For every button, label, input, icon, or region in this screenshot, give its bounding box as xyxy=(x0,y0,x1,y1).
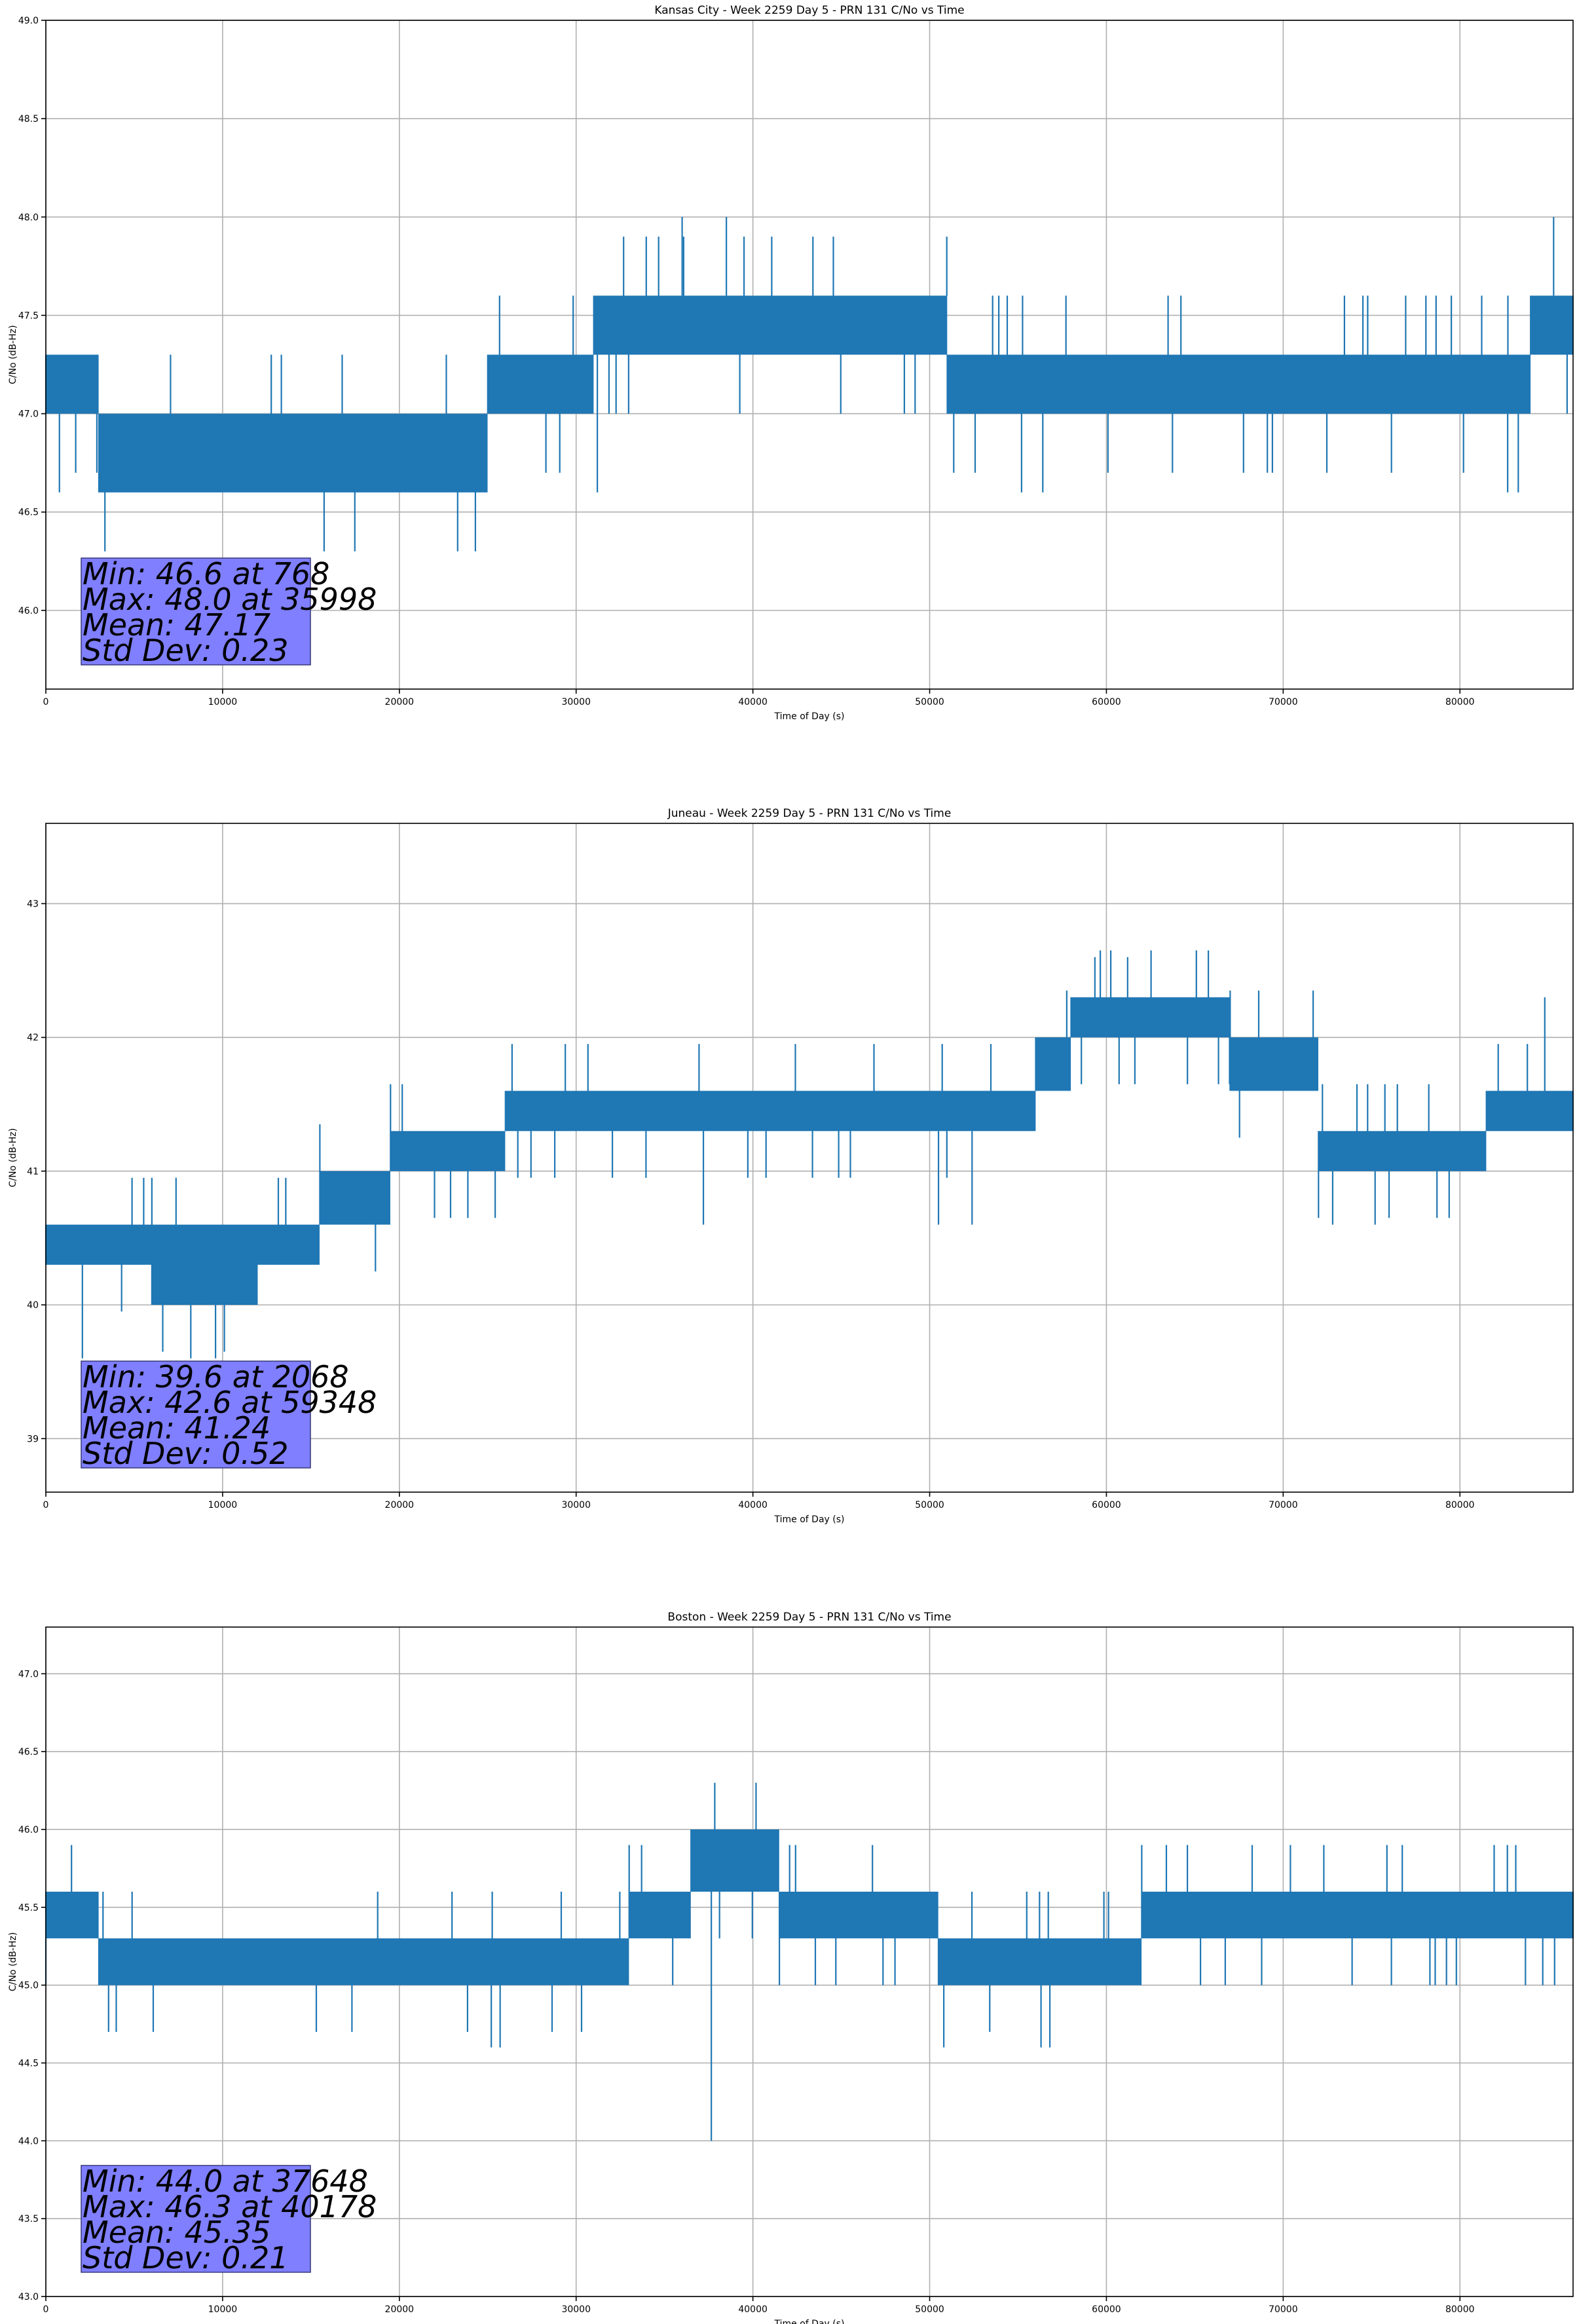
chart-panel-2: 0 10000 20000 30000 40000 50000 60000 70000 8000… xyxy=(8,807,1574,1525)
x-tick-label: 30000 xyxy=(561,2304,591,2315)
x-tick-label: 70000 xyxy=(1269,1500,1298,1510)
x-axis-label: Time of Day (s) xyxy=(774,2319,845,2324)
y-tick-label: 43.0 xyxy=(18,2292,39,2302)
chart-title: Kansas City - Week 2259 Day 5 - PRN 131 … xyxy=(654,4,964,17)
stats-line: Min: 46.6 at 768 xyxy=(83,556,329,591)
series-spikes xyxy=(491,1782,1051,2141)
y-axis: 46.0 46.5 47.0 47.5 48.0 48.5 49.0 xyxy=(18,16,46,616)
x-tick-label: 60000 xyxy=(1092,2304,1121,2315)
y-tick-label: 46.5 xyxy=(18,508,39,518)
x-tick-label: 30000 xyxy=(561,1500,591,1510)
y-tick-label: 49.0 xyxy=(18,16,39,26)
x-tick-label: 20000 xyxy=(385,2304,415,2315)
y-axis: 43.0 43.5 44.0 44.5 45.0 45.5 46.0 46.5 47.0 xyxy=(18,1669,46,2302)
y-tick-label: 46.0 xyxy=(18,606,39,616)
stats-line: Min: 39.6 at 2068 xyxy=(83,1359,349,1395)
x-tick-label: 50000 xyxy=(915,697,944,707)
stats-line: Std Dev: 0.52 xyxy=(83,1436,289,1471)
x-axis: 0 10000 20000 30000 40000 50000 60000 70000 8000… xyxy=(43,1492,1475,1510)
x-tick-label: 40000 xyxy=(738,1500,768,1510)
x-tick-label: 60000 xyxy=(1092,697,1121,707)
y-axis: 39 40 41 42 43 xyxy=(27,899,46,1444)
x-tick-label: 70000 xyxy=(1269,697,1298,707)
y-tick-label: 44.5 xyxy=(18,2058,39,2069)
x-tick-label: 50000 xyxy=(915,1500,944,1510)
plot-frame xyxy=(45,823,1574,1493)
chart-panel-3: 0 10000 20000 30000 40000 50000 60000 70000 8000… xyxy=(8,1611,1574,2324)
plot-frame xyxy=(45,20,1574,690)
x-tick-label: 10000 xyxy=(208,1500,238,1510)
y-tick-label: 39 xyxy=(27,1434,39,1444)
stats-line: Mean: 47.17 xyxy=(83,607,270,643)
y-tick-label: 46.5 xyxy=(18,1747,39,1757)
stats-line: Max: 46.3 at 40178 xyxy=(83,2189,377,2224)
y-tick-label: 47.0 xyxy=(18,409,39,420)
x-tick-label: 40000 xyxy=(738,2304,768,2315)
x-tick-label: 80000 xyxy=(1445,697,1475,707)
y-tick-label: 41 xyxy=(27,1167,39,1177)
y-tick-label: 44.0 xyxy=(18,2136,39,2146)
y-axis-label: C/No (dB-Hz) xyxy=(8,1128,18,1187)
x-tick-label: 0 xyxy=(43,1500,49,1510)
x-tick-label: 50000 xyxy=(915,2304,944,2315)
x-axis: 0 10000 20000 30000 40000 50000 60000 70000 8000… xyxy=(43,689,1475,707)
y-axis-label: C/No (dB-Hz) xyxy=(8,325,18,384)
y-tick-label: 47.0 xyxy=(18,1669,39,1679)
x-axis-label: Time of Day (s) xyxy=(774,1514,845,1525)
y-tick-label: 48.5 xyxy=(18,114,39,124)
y-tick-label: 47.5 xyxy=(18,310,39,321)
x-tick-label: 0 xyxy=(43,2304,49,2315)
chart-title: Boston - Week 2259 Day 5 - PRN 131 C/No … xyxy=(667,1611,951,1624)
x-axis: 0 10000 20000 30000 40000 50000 60000 70000 8000… xyxy=(43,2296,1475,2315)
stats-line: Mean: 41.24 xyxy=(83,1410,270,1446)
y-tick-label: 48.0 xyxy=(18,212,39,223)
x-tick-label: 10000 xyxy=(208,2304,238,2315)
y-tick-label: 43 xyxy=(27,899,39,910)
stats-line: Min: 44.0 at 37648 xyxy=(83,2164,368,2199)
x-tick-label: 20000 xyxy=(385,1500,415,1510)
y-axis-label: C/No (dB-Hz) xyxy=(8,1932,18,1991)
x-tick-label: 80000 xyxy=(1445,2304,1475,2315)
series-spikes xyxy=(58,217,1555,493)
x-tick-label: 80000 xyxy=(1445,1500,1475,1510)
stats-box xyxy=(81,2165,311,2273)
stats-box xyxy=(81,1360,311,1469)
chart-panel-1: 0 10000 20000 30000 40000 50000 60000 70000 8000… xyxy=(8,4,1574,722)
x-tick-label: 20000 xyxy=(385,697,415,707)
stats-line: Std Dev: 0.23 xyxy=(83,633,289,668)
grid-lines xyxy=(45,20,1573,689)
x-tick-label: 10000 xyxy=(208,697,238,707)
chart-title: Juneau - Week 2259 Day 5 - PRN 131 C/No … xyxy=(667,807,952,820)
series-spikes xyxy=(81,957,1546,1359)
x-tick-label: 30000 xyxy=(561,697,591,707)
y-tick-label: 45.0 xyxy=(18,1981,39,1991)
plot-frame xyxy=(45,1626,1574,2297)
y-tick-label: 45.5 xyxy=(18,1903,39,1913)
x-axis-label: Time of Day (s) xyxy=(774,711,845,722)
stats-line: Mean: 45.35 xyxy=(83,2215,270,2250)
x-tick-label: 60000 xyxy=(1092,1500,1121,1510)
y-tick-label: 42 xyxy=(27,1033,39,1043)
stats-line: Max: 48.0 at 35998 xyxy=(83,582,377,617)
y-tick-label: 43.5 xyxy=(18,2214,39,2224)
y-tick-label: 40 xyxy=(27,1300,39,1311)
x-tick-label: 70000 xyxy=(1269,2304,1298,2315)
stats-line: Max: 42.6 at 59348 xyxy=(83,1385,377,1420)
x-tick-label: 40000 xyxy=(738,697,768,707)
x-tick-label: 0 xyxy=(43,697,49,707)
stats-box xyxy=(81,557,311,665)
stats-line: Std Dev: 0.21 xyxy=(83,2240,289,2276)
y-tick-label: 46.0 xyxy=(18,1825,39,1835)
